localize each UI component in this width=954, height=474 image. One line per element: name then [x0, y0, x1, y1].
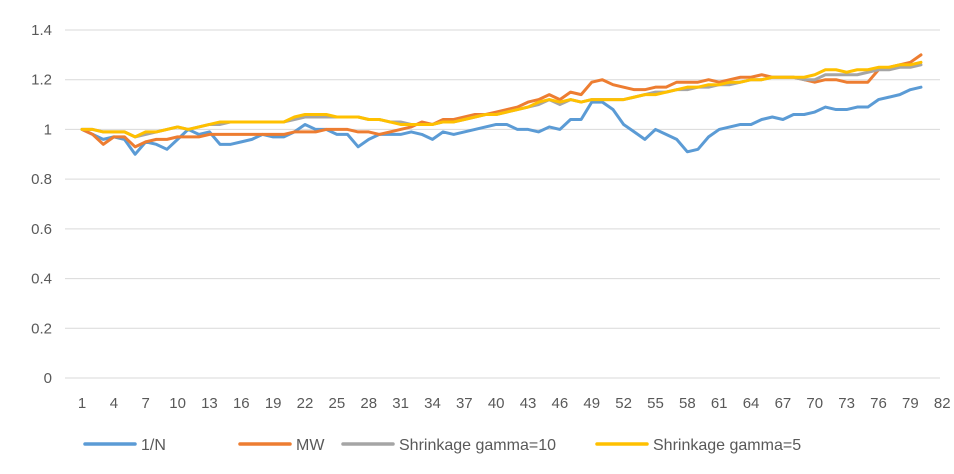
x-tick-label: 43 [520, 395, 537, 412]
x-tick-label: 19 [265, 395, 282, 412]
x-axis-labels: 1 4 7 10 13 16 19 22 25 28 31 34 37 40 43 46 49 52 55 58 61 6… [78, 395, 951, 412]
x-tick-label: 46 [552, 395, 569, 412]
x-tick-label: 58 [679, 395, 696, 412]
x-tick-label: 13 [201, 395, 218, 412]
series-line-0 [80, 85, 923, 156]
gridlines [65, 29, 940, 329]
legend-label: 1/N [141, 437, 166, 454]
y-tick-label: 0.6 [31, 221, 52, 238]
x-tick-label: 31 [392, 395, 409, 412]
y-tick-label: 1.4 [31, 22, 52, 39]
y-tick-label: 0 [44, 370, 52, 387]
x-tick-label: 52 [615, 395, 632, 412]
y-tick-label: 0.8 [31, 171, 52, 188]
x-tick-label: 4 [110, 395, 118, 412]
x-tick-label: 79 [902, 395, 919, 412]
legend-label: Shrinkage gamma=10 [399, 437, 556, 454]
x-tick-label: 49 [583, 395, 600, 412]
x-tick-label: 22 [297, 395, 314, 412]
x-tick-label: 10 [169, 395, 186, 412]
x-tick-label: 16 [233, 395, 250, 412]
x-tick-label: 28 [360, 395, 377, 412]
y-tick-label: 1.2 [31, 72, 52, 89]
x-tick-label: 76 [870, 395, 887, 412]
legend: 1/N MW Shrinkage gamma=10 Shrinkage gamma=5 [83, 437, 801, 454]
y-axis-labels: 0 0.2 0.4 0.6 0.8 1 1.2 1.4 [31, 22, 52, 387]
x-tick-label: 1 [78, 395, 86, 412]
y-tick-label: 1 [44, 121, 52, 138]
x-tick-label: 61 [711, 395, 728, 412]
x-tick-label: 40 [488, 395, 505, 412]
y-tick-label: 0.4 [31, 271, 52, 288]
x-tick-label: 82 [934, 395, 951, 412]
x-tick-label: 70 [806, 395, 823, 412]
x-tick-label: 64 [743, 395, 760, 412]
y-tick-label: 0.2 [31, 320, 52, 337]
series-lines [80, 53, 923, 156]
x-tick-label: 7 [142, 395, 150, 412]
legend-label: MW [296, 437, 325, 454]
x-tick-label: 34 [424, 395, 441, 412]
x-tick-label: 67 [775, 395, 792, 412]
x-tick-label: 25 [329, 395, 346, 412]
x-tick-label: 55 [647, 395, 664, 412]
legend-label: Shrinkage gamma=5 [653, 437, 801, 454]
x-tick-label: 73 [838, 395, 855, 412]
series-line-3 [80, 60, 923, 139]
x-tick-label: 37 [456, 395, 473, 412]
